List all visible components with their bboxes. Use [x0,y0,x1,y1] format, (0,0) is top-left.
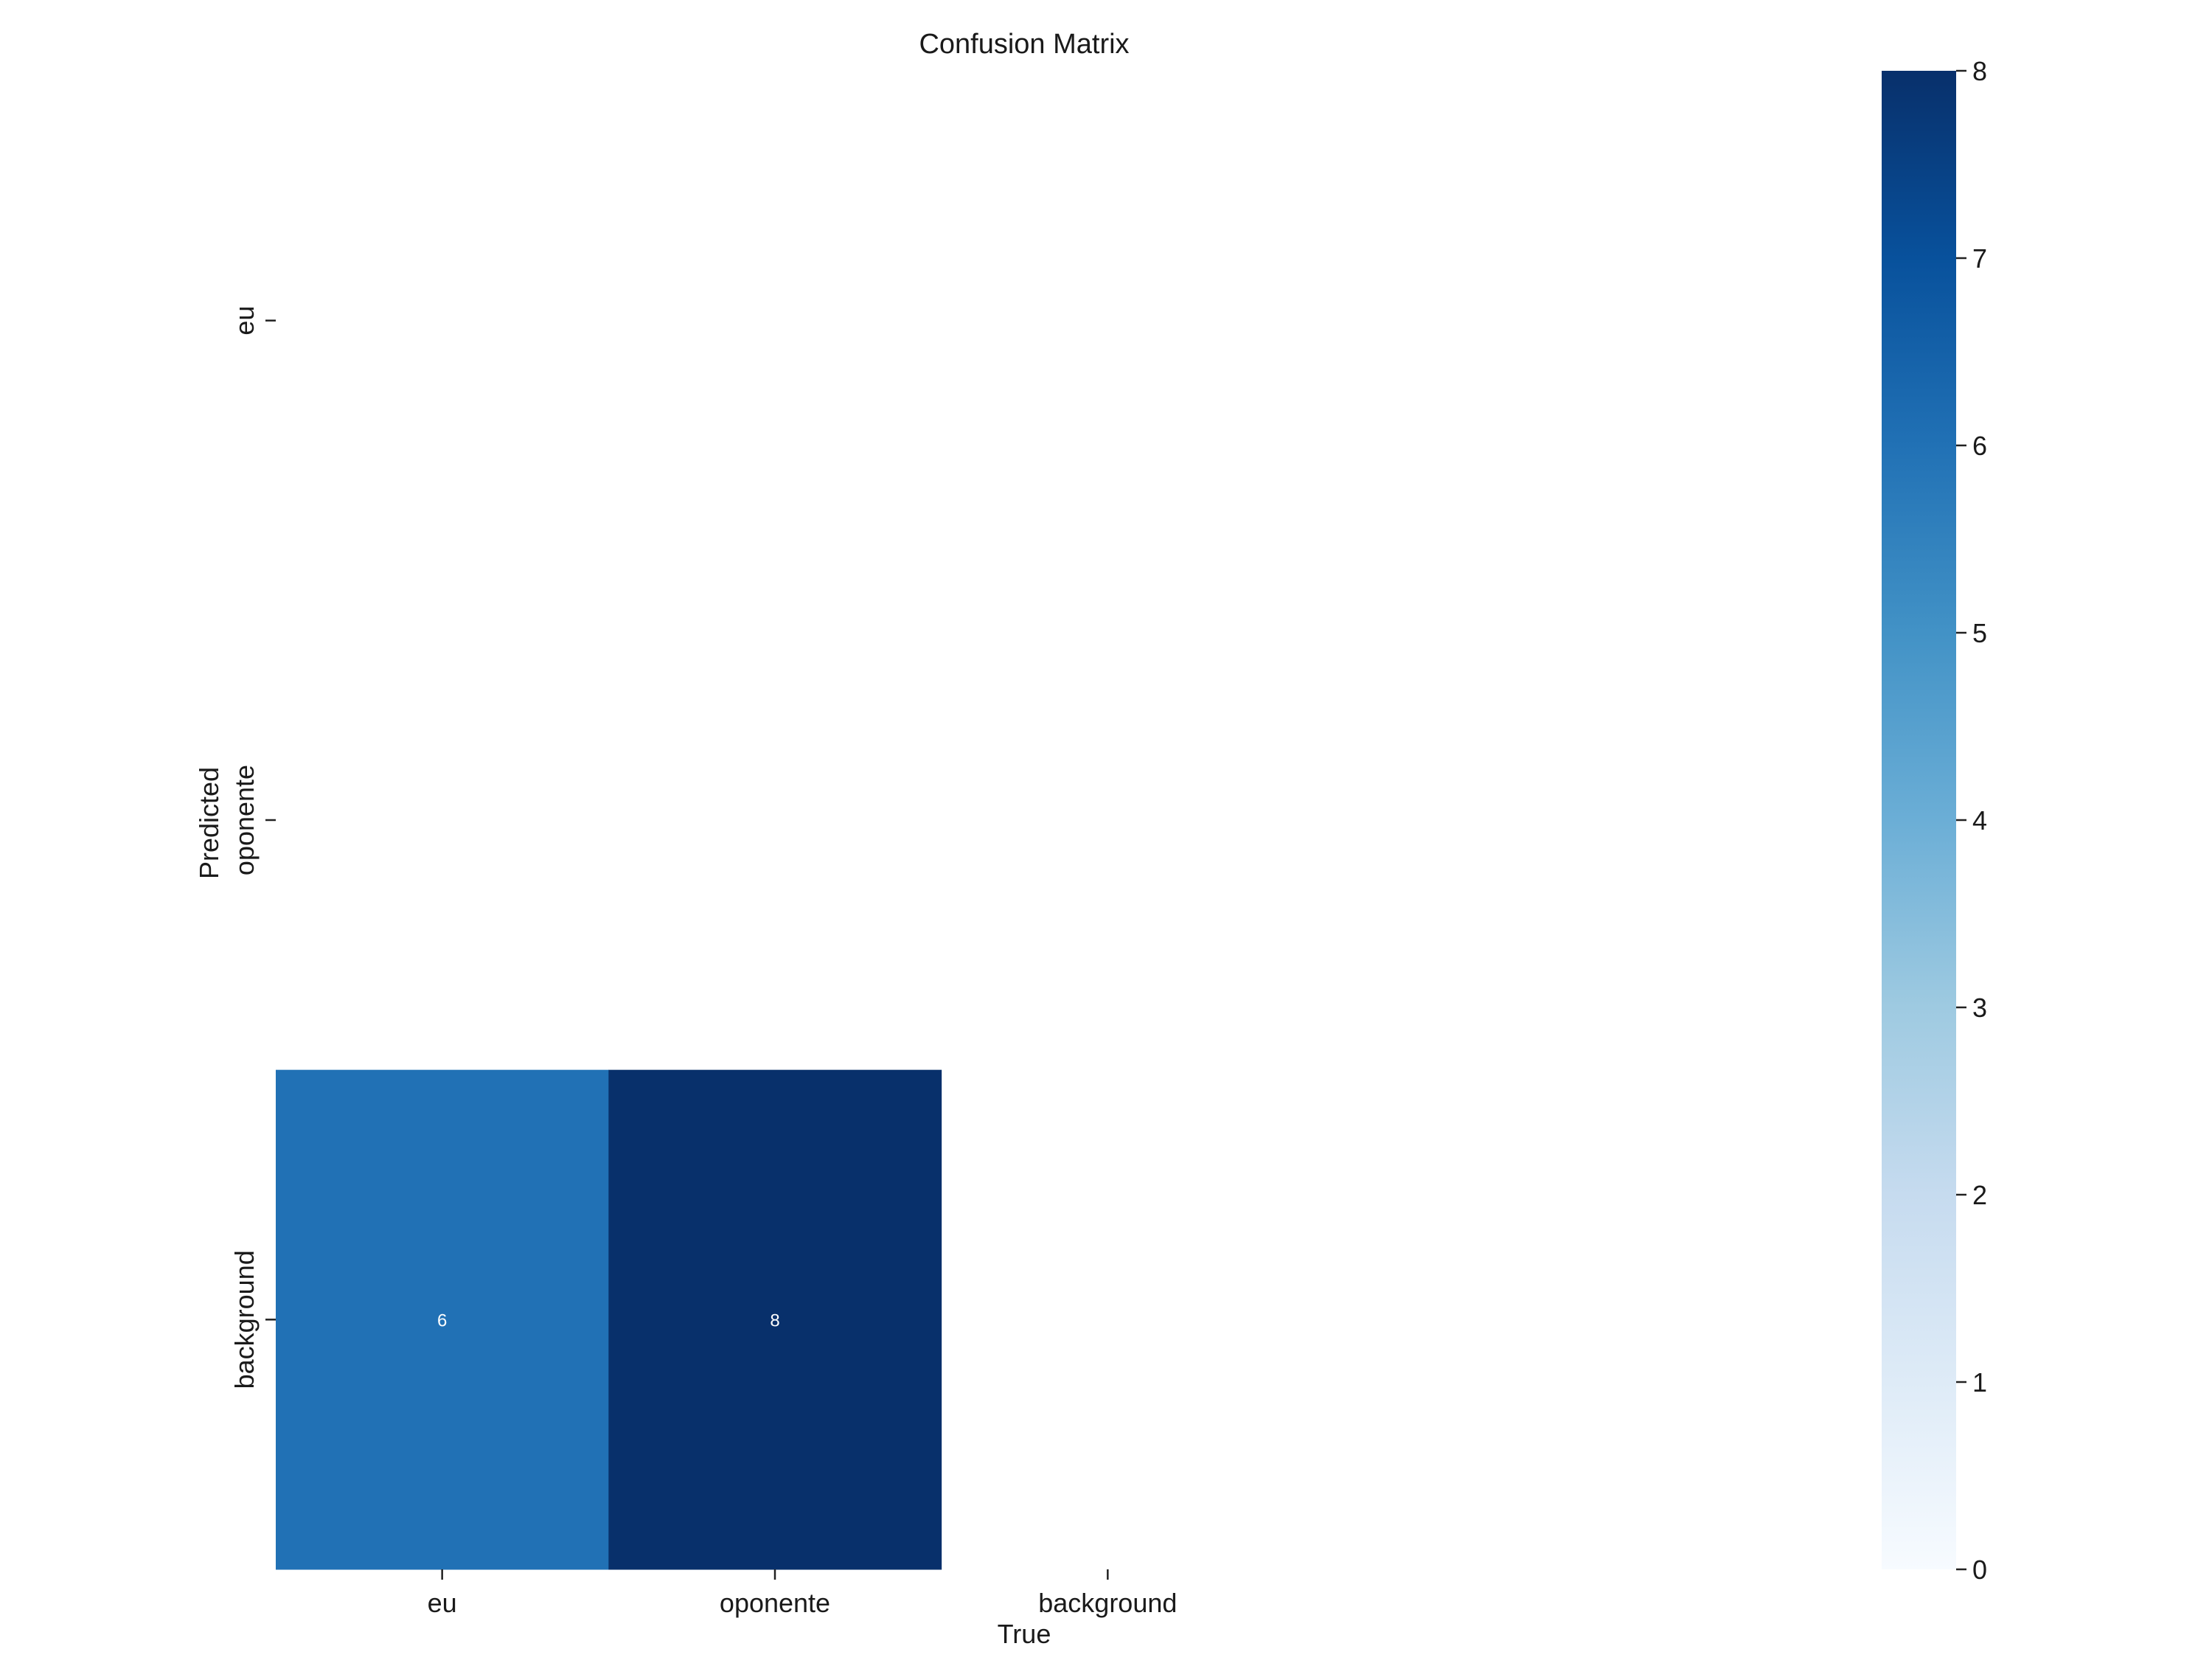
y-tick-label: background [229,1250,260,1389]
colorbar-tick-label: 6 [1972,431,1987,461]
colorbar-tick-label: 2 [1972,1180,1987,1210]
colorbar-tick-label: 8 [1972,56,1987,86]
colorbar-tick-label: 4 [1972,805,1987,836]
x-axis-ticks: eu oponente background [428,1569,1177,1618]
colorbar [1882,71,1956,1569]
x-tick-label: oponente [720,1588,830,1618]
heatmap-cell-background-oponente [608,1069,942,1570]
cell-value-label: 8 [770,1310,779,1330]
chart-title: Confusion Matrix [919,29,1129,60]
colorbar-tick-label: 7 [1972,243,1987,274]
colorbar-tick-label: 1 [1972,1367,1987,1398]
colorbar-ticks: 0 1 2 3 4 5 6 7 8 [1956,56,1987,1585]
colorbar-tick-label: 3 [1972,993,1987,1023]
x-tick-label: background [1038,1588,1177,1618]
heatmap-cells [276,1069,942,1570]
y-axis-label: Predicted [194,767,224,879]
x-axis-label: True [998,1619,1051,1649]
colorbar-tick-label: 0 [1972,1555,1987,1585]
y-tick-label: eu [229,306,260,336]
x-tick-label: eu [428,1588,457,1618]
y-tick-label: oponente [229,765,260,875]
y-axis-ticks: eu oponente background [229,306,276,1389]
cell-value-label: 6 [437,1310,447,1330]
colorbar-tick-label: 5 [1972,618,1987,648]
heatmap-cell-background-eu [276,1069,609,1570]
